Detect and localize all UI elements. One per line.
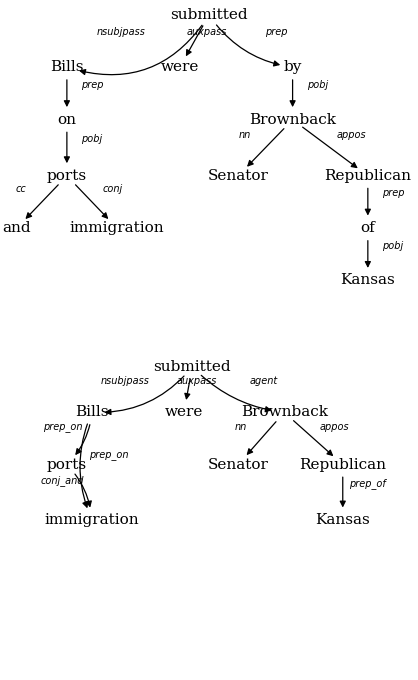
FancyArrowPatch shape [247,422,276,454]
FancyArrowPatch shape [26,185,58,218]
Text: pobj: pobj [382,241,403,250]
Text: agent: agent [249,376,278,386]
Text: appos: appos [320,422,349,432]
Text: prep_on: prep_on [43,422,82,432]
Text: Kansas: Kansas [316,513,370,527]
Text: nsubjpass: nsubjpass [97,27,145,37]
FancyArrowPatch shape [75,474,91,507]
Text: on: on [57,113,76,126]
Text: Bills: Bills [75,405,109,420]
Text: Senator: Senator [208,169,269,183]
FancyArrowPatch shape [290,80,295,106]
Text: prep_on: prep_on [89,449,128,460]
FancyArrowPatch shape [185,379,190,398]
Text: pobj: pobj [307,80,328,90]
FancyArrowPatch shape [293,421,332,456]
Text: prep: prep [382,188,404,199]
Text: Republican: Republican [324,169,411,183]
FancyArrowPatch shape [106,376,184,414]
Text: nn: nn [238,131,251,140]
FancyArrowPatch shape [303,127,357,167]
FancyArrowPatch shape [76,185,107,218]
FancyArrowPatch shape [186,26,203,55]
Text: and: and [3,221,31,235]
Text: submitted: submitted [153,360,231,373]
FancyArrowPatch shape [365,241,370,267]
Text: Kansas: Kansas [341,273,395,288]
Text: pobj: pobj [82,134,102,144]
Text: ports: ports [47,169,87,183]
Text: immigration: immigration [70,221,164,235]
FancyArrowPatch shape [80,25,202,75]
Text: auxpass: auxpass [176,376,217,386]
Text: conj: conj [103,184,123,194]
Text: Brownback: Brownback [249,113,336,126]
Text: nn: nn [234,422,247,432]
Text: submitted: submitted [170,8,248,22]
Text: were: were [165,405,203,420]
Text: appos: appos [336,131,366,140]
Text: of: of [360,221,375,235]
Text: Republican: Republican [299,458,386,471]
Text: auxpass: auxpass [187,27,227,37]
FancyArrowPatch shape [248,129,284,166]
FancyArrowPatch shape [76,425,90,454]
Text: Senator: Senator [208,458,269,471]
Text: prep: prep [265,27,287,37]
FancyArrowPatch shape [201,375,270,411]
FancyArrowPatch shape [340,477,345,506]
Text: prep: prep [81,80,103,90]
Text: by: by [283,61,302,74]
FancyArrowPatch shape [365,188,370,214]
FancyArrowPatch shape [80,424,88,507]
Text: prep_of: prep_of [349,478,386,489]
Text: were: were [161,61,199,74]
FancyArrowPatch shape [217,25,279,66]
FancyArrowPatch shape [64,80,69,106]
Text: nsubjpass: nsubjpass [101,376,150,386]
Text: Brownback: Brownback [241,405,328,420]
Text: conj_and: conj_and [41,475,84,486]
FancyArrowPatch shape [64,132,69,162]
Text: ports: ports [47,458,87,471]
Text: cc: cc [15,184,26,194]
Text: immigration: immigration [45,513,139,527]
Text: Bills: Bills [50,61,84,74]
